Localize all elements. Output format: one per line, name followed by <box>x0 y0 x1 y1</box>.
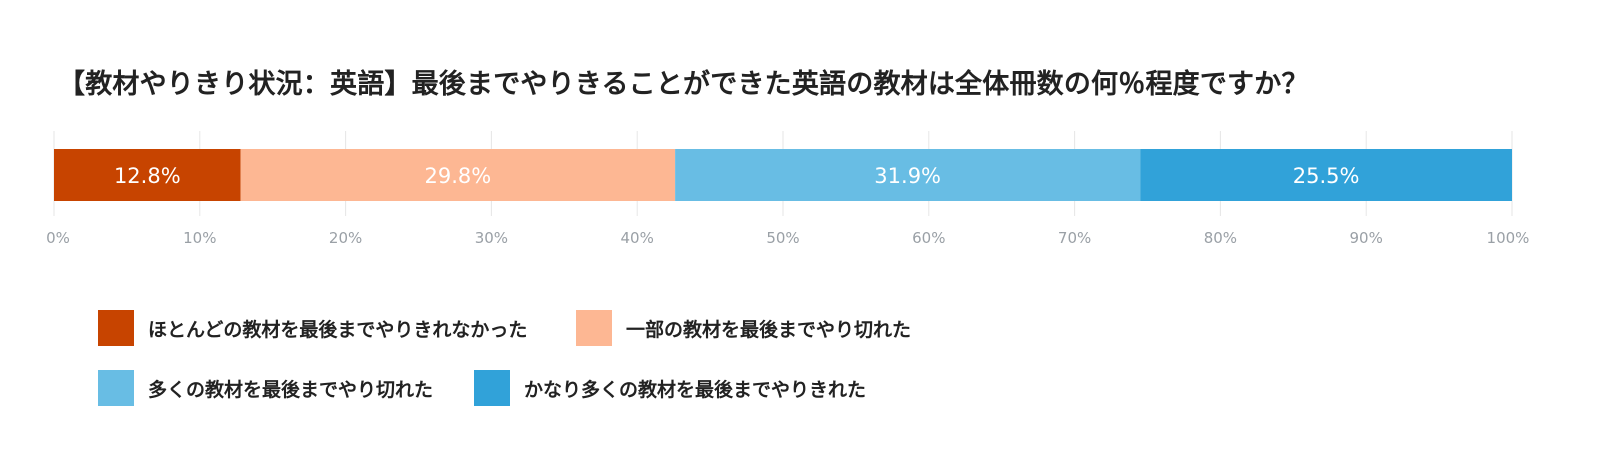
bar-segment <box>54 149 241 201</box>
x-tick-label: 80% <box>1204 229 1237 247</box>
legend-swatch <box>98 310 134 346</box>
data-label: 29.8% <box>425 164 492 188</box>
data-label: 12.8% <box>114 164 181 188</box>
legend-swatch <box>98 370 134 406</box>
x-tick-label: 0% <box>46 229 70 247</box>
x-tick-label: 40% <box>621 229 654 247</box>
chart-title: 【教材やりきり状況：英語】最後までやりきることができた英語の教材は全体冊数の何％… <box>58 69 1309 100</box>
x-tick-label: 70% <box>1058 229 1091 247</box>
legend-label: ほとんどの教材を最後までやりきれなかった <box>148 318 528 341</box>
bar-segment <box>675 149 1141 201</box>
bar-segment <box>240 149 676 201</box>
x-tick-label: 100% <box>1487 229 1530 247</box>
data-label: 25.5% <box>1293 164 1360 188</box>
legend-label: かなり多くの教材を最後までやりきれた <box>524 378 867 401</box>
legend-swatch <box>576 310 612 346</box>
bar-segment <box>1140 149 1512 201</box>
data-label: 31.9% <box>874 164 941 188</box>
x-tick-label: 30% <box>475 229 508 247</box>
legend-item: 一部の教材を最後までやり切れた <box>576 310 911 346</box>
legend-item: ほとんどの教材を最後までやりきれなかった <box>98 310 527 346</box>
x-tick-label: 90% <box>1350 229 1383 247</box>
x-tick-label: 50% <box>766 229 799 247</box>
legend-swatch <box>474 370 510 406</box>
legend-item: かなり多くの教材を最後までやりきれた <box>474 370 866 406</box>
legend-label: 一部の教材を最後までやり切れた <box>626 318 912 341</box>
legend-item: 多くの教材を最後までやり切れた <box>98 370 433 406</box>
legend-label: 多くの教材を最後までやり切れた <box>148 378 434 401</box>
x-tick-label: 10% <box>183 229 216 247</box>
x-tick-label: 60% <box>912 229 945 247</box>
x-tick-label: 20% <box>329 229 362 247</box>
